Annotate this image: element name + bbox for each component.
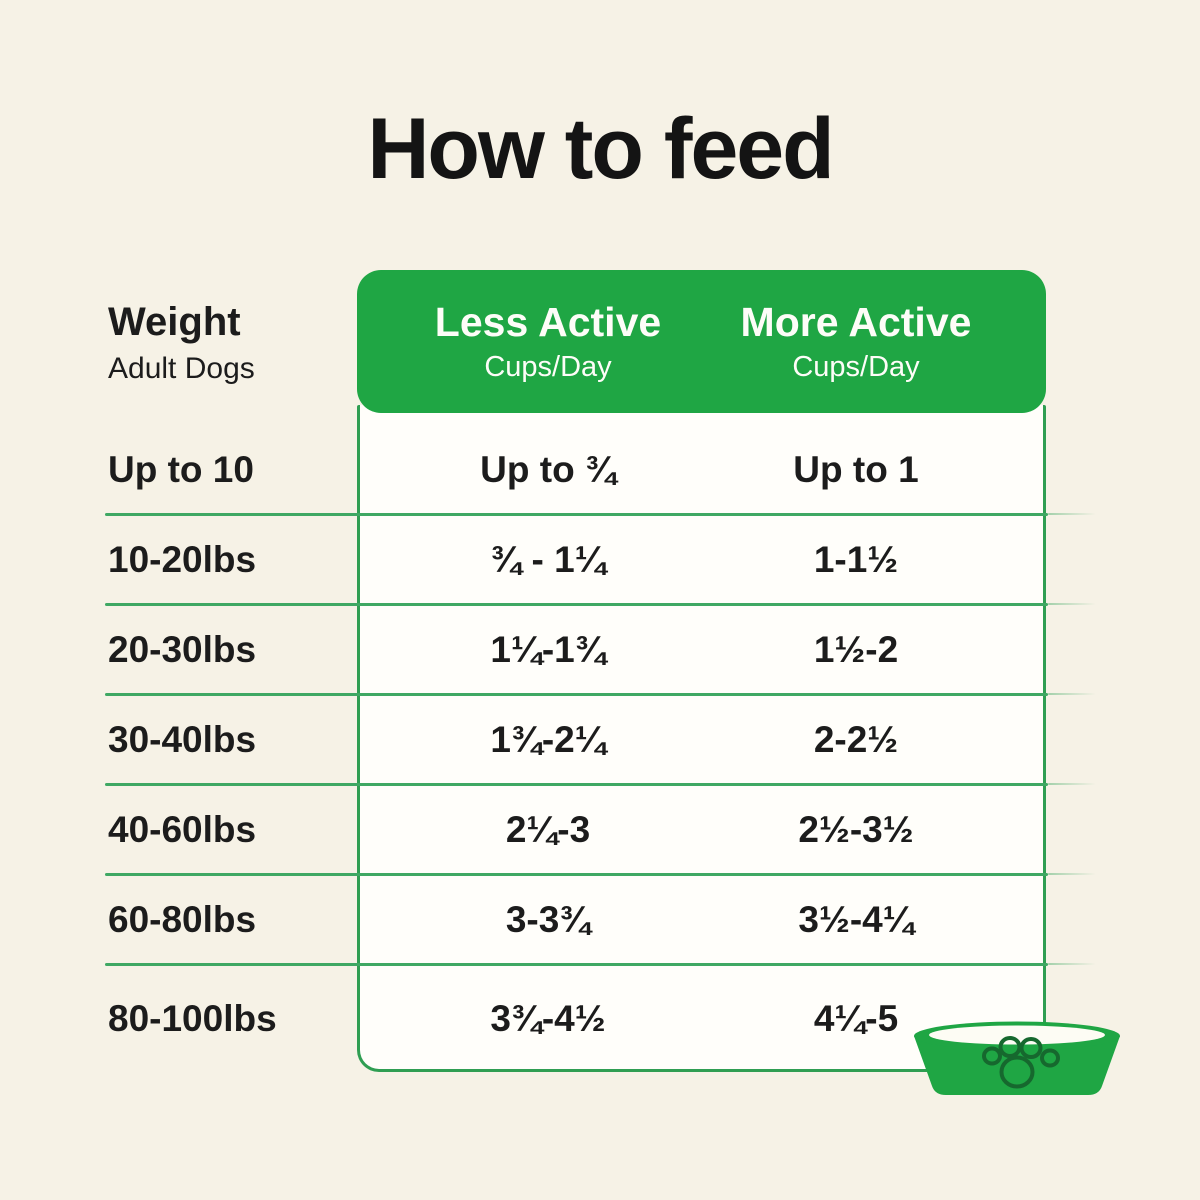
row-divider-line (105, 873, 1048, 876)
paw-print-icon (982, 1036, 1060, 1089)
row-divider-line-fade (1048, 873, 1096, 875)
row-divider-line-fade (1048, 513, 1096, 515)
row-divider-line-fade (1048, 963, 1096, 965)
row-weight-label: 10-20lbs (108, 539, 257, 580)
row-less-active-value: Up to ¾ (480, 449, 616, 490)
row-less-active-value: 2¼-3 (505, 809, 591, 850)
row-more-active-value: 3½-4¼ (798, 899, 914, 940)
row-divider-line (105, 693, 1048, 696)
weight-column-subtitle: Adult Dogs (108, 352, 255, 385)
row-divider-line (105, 783, 1048, 786)
less-active-sublabel: Cups/Day (484, 350, 612, 383)
row-more-active-value: 2½-3½ (798, 809, 914, 850)
weight-column-header: Weight Adult Dogs (108, 300, 255, 385)
row-weight-label: 60-80lbs (108, 899, 257, 940)
row-divider-line (105, 603, 1048, 606)
table-row: 30-40lbs 1¾-2¼ 2-2½ (0, 695, 1200, 785)
more-active-label: More Active (740, 298, 972, 345)
row-weight-label: 20-30lbs (108, 629, 257, 670)
row-less-active-value: 1¼-1¾ (490, 629, 606, 670)
row-weight-label: Up to 10 (108, 449, 254, 490)
row-less-active-value: 1¾-2¼ (490, 719, 606, 760)
row-less-active-value: ¾ - 1¼ (490, 539, 606, 580)
row-more-active-value: 1-1½ (813, 539, 899, 580)
row-divider-line-fade (1048, 783, 1096, 785)
row-divider-line (105, 513, 1048, 516)
row-divider-line-fade (1048, 693, 1096, 695)
table-row: Up to 10 Up to ¾ Up to 1 (0, 425, 1200, 515)
table-row: 80-100lbs 3¾-4½ 4¼-5 (0, 965, 1200, 1072)
column-header-more-active: More Active Cups/Day (716, 298, 996, 384)
row-more-active-value: 4¼-5 (813, 997, 899, 1039)
less-active-label: Less Active (434, 298, 662, 345)
row-weight-label: 80-100lbs (108, 997, 277, 1039)
table-row: 40-60lbs 2¼-3 2½-3½ (0, 785, 1200, 875)
row-more-active-value: Up to 1 (793, 449, 919, 490)
row-less-active-value: 3-3¾ (505, 899, 591, 940)
weight-column-title: Weight (108, 300, 241, 344)
activity-header-bar: Less Active Cups/Day More Active Cups/Da… (357, 270, 1046, 413)
more-active-sublabel: Cups/Day (792, 350, 920, 383)
table-row: 20-30lbs 1¼-1¾ 1½-2 (0, 605, 1200, 695)
table-row: 60-80lbs 3-3¾ 3½-4¼ (0, 875, 1200, 965)
row-more-active-value: 2-2½ (813, 719, 899, 760)
column-header-less-active: Less Active Cups/Day (408, 298, 688, 384)
row-divider-line (105, 963, 1048, 966)
dog-bowl-icon (914, 1021, 1120, 1095)
row-more-active-value: 1½-2 (813, 629, 899, 670)
row-weight-label: 40-60lbs (108, 809, 257, 850)
row-divider-line-fade (1048, 603, 1096, 605)
row-less-active-value: 3¾-4½ (490, 997, 606, 1039)
row-weight-label: 30-40lbs (108, 719, 257, 760)
table-row: 10-20lbs ¾ - 1¼ 1-1½ (0, 515, 1200, 605)
table-panel (357, 405, 1046, 1072)
page-title: How to feed (367, 101, 834, 197)
